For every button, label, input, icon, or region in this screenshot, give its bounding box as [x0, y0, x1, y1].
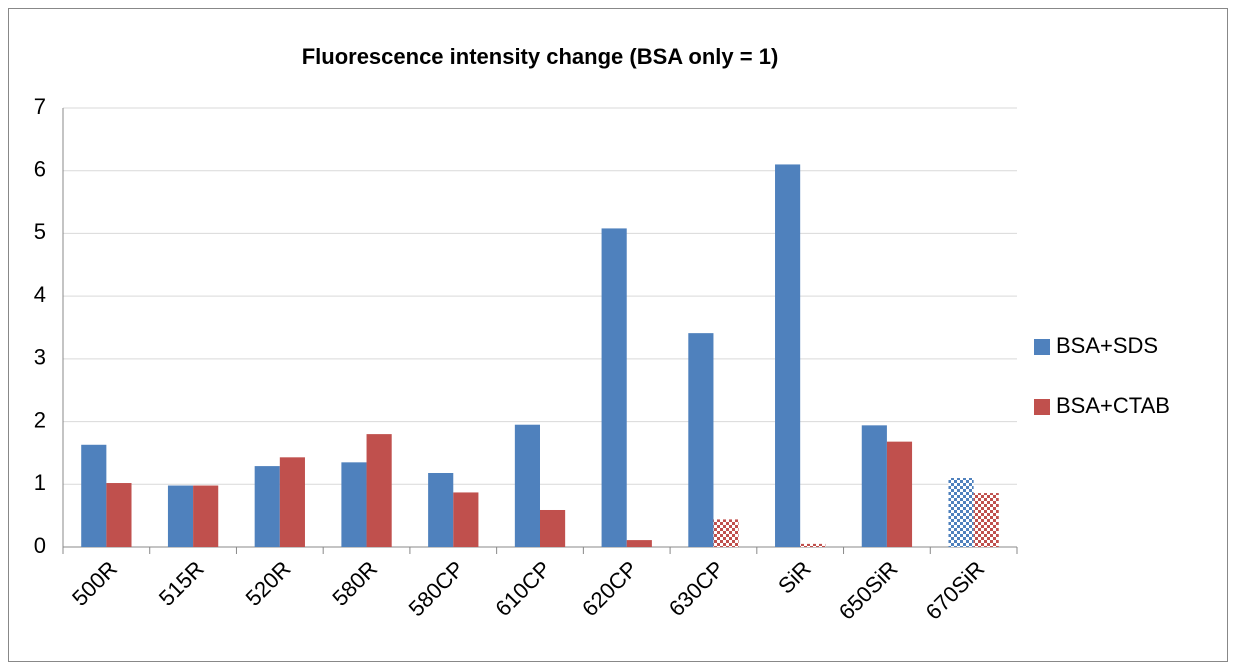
bar	[713, 519, 739, 547]
bar	[861, 425, 887, 547]
bar	[601, 228, 627, 547]
bar	[453, 492, 479, 547]
legend-swatch	[1034, 399, 1050, 415]
bar	[948, 478, 974, 547]
bar	[106, 483, 132, 547]
bar	[973, 493, 999, 547]
bar	[626, 540, 652, 547]
y-tick-label: 3	[34, 345, 46, 370]
bar	[514, 424, 540, 547]
legend-label: BSA+SDS	[1056, 333, 1158, 358]
y-tick-label: 5	[34, 219, 46, 244]
bar	[81, 444, 107, 547]
bar	[540, 509, 566, 547]
chart-title: Fluorescence intensity change (BSA only …	[302, 44, 779, 69]
bar	[688, 333, 714, 547]
bar	[800, 543, 826, 547]
bar	[254, 466, 280, 547]
y-tick-label: 6	[34, 157, 46, 182]
bar	[775, 164, 801, 547]
y-tick-label: 0	[34, 533, 46, 558]
y-tick-label: 2	[34, 407, 46, 432]
bar	[167, 485, 194, 547]
y-tick-label: 1	[34, 470, 46, 495]
bar	[279, 457, 305, 547]
bar	[193, 485, 219, 547]
y-tick-label: 4	[34, 282, 46, 307]
legend-label: BSA+CTAB	[1056, 393, 1170, 418]
bar	[341, 462, 367, 547]
bar	[428, 472, 454, 547]
y-tick-label: 7	[34, 94, 46, 119]
bar	[366, 434, 392, 547]
legend-swatch	[1034, 339, 1050, 355]
bar	[886, 441, 913, 547]
